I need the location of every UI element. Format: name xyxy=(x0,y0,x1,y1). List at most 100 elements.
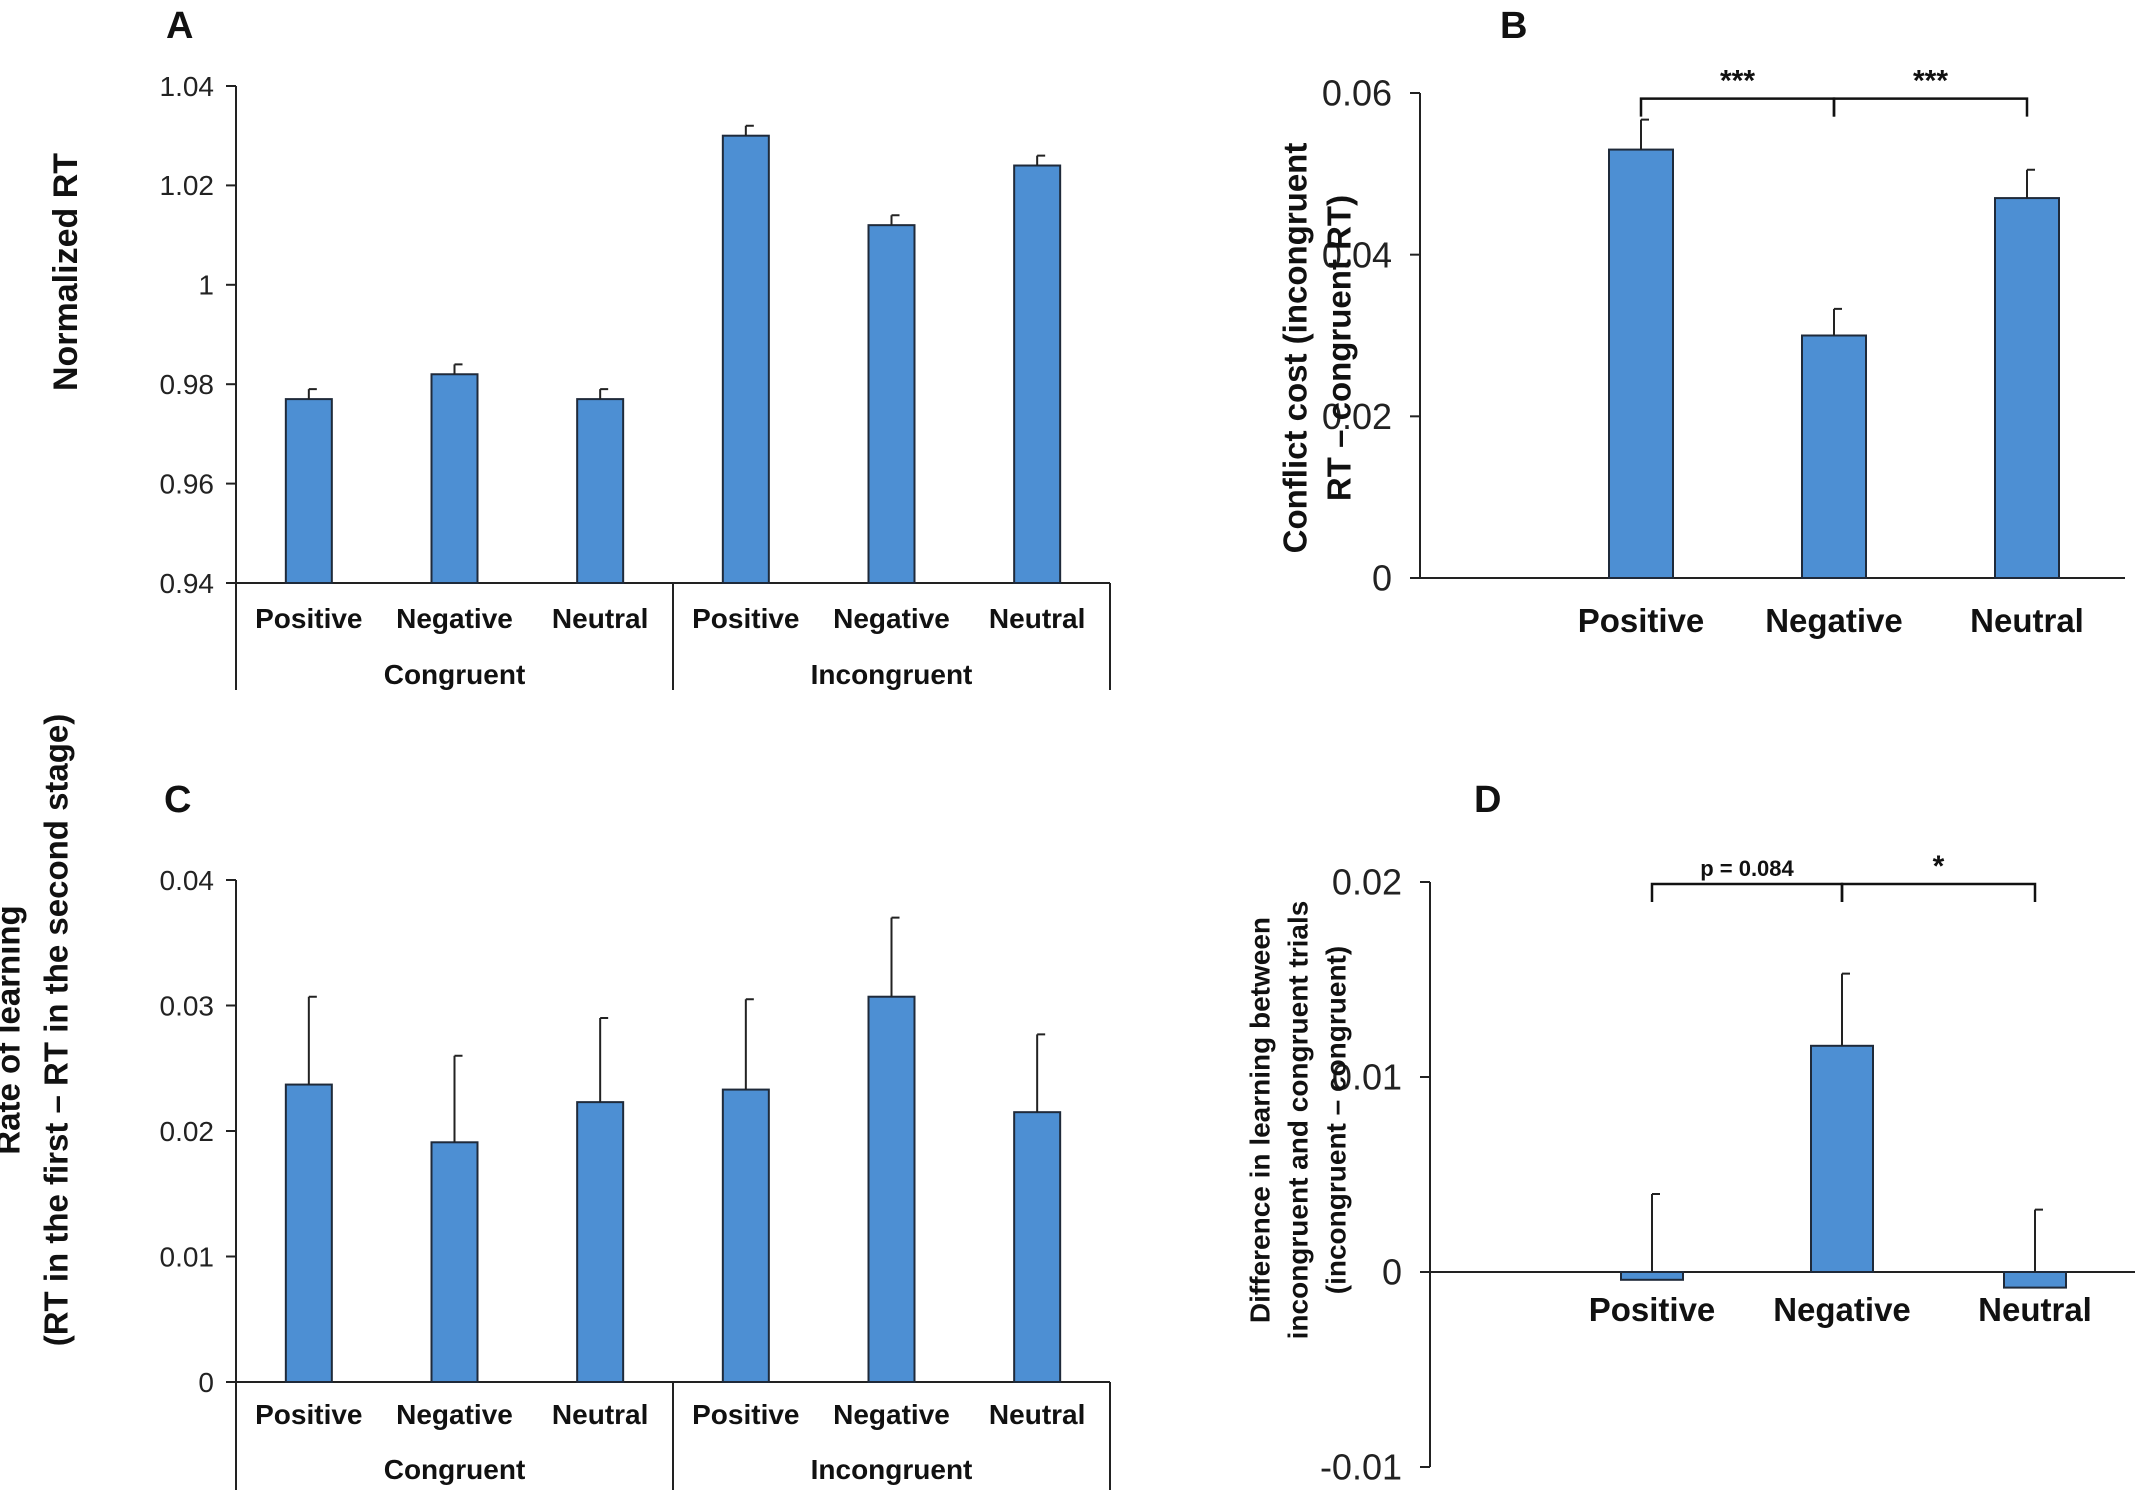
y-tick-label: 0 xyxy=(198,1367,214,1398)
bar xyxy=(867,995,916,1384)
y-tick-label: 0.01 xyxy=(160,1241,215,1272)
y-tick-label: 0.02 xyxy=(1332,862,1402,903)
bar xyxy=(1810,1044,1874,1274)
category-label: Neutral xyxy=(989,1399,1085,1430)
error-bar xyxy=(890,214,900,226)
bar xyxy=(284,1083,333,1383)
y-axis-label: (RT in the first – RT in the second stag… xyxy=(38,714,75,1347)
category-label: Neutral xyxy=(1970,602,2084,639)
y-tick-label: 0.04 xyxy=(1322,234,1392,275)
significance-label: *** xyxy=(1720,65,1755,98)
error-bar xyxy=(890,916,900,997)
significance-bracket xyxy=(1832,97,2029,117)
panel-a: A 0.94 0.96 0.98 1 1.02 1.04 Positive Negative N… xyxy=(47,5,1111,690)
category-label: Negative xyxy=(396,603,513,634)
y-tick-label: 0.03 xyxy=(160,990,215,1021)
error-bar xyxy=(1036,154,1046,166)
error-bar xyxy=(1841,972,1850,1046)
y-tick-label: 0.02 xyxy=(1322,396,1392,437)
group-label: Congruent xyxy=(384,659,526,690)
y-tick-label: 1.04 xyxy=(160,71,215,102)
category-label: Negative xyxy=(1773,1291,1911,1328)
y-tick-label: 0.96 xyxy=(160,468,215,499)
category-label: Negative xyxy=(833,603,950,634)
y-tick-label: 0.06 xyxy=(1322,73,1392,114)
error-bar xyxy=(1833,307,1842,336)
bar xyxy=(721,134,770,584)
y-tick-label: 0 xyxy=(1372,558,1392,599)
error-bar xyxy=(1036,1033,1046,1113)
y-tick-label: 0.02 xyxy=(160,1116,215,1147)
error-bar xyxy=(599,388,609,400)
category-label: Positive xyxy=(1578,602,1705,639)
category-label: Positive xyxy=(692,1399,799,1430)
category-label: Positive xyxy=(692,603,799,634)
category-label: Positive xyxy=(1589,1291,1716,1328)
category-label: Positive xyxy=(255,1399,362,1430)
y-tick-label: 0.98 xyxy=(160,369,215,400)
panel-c: C 0 0.01 0.02 0.03 0.04 Positive Negative Neutr… xyxy=(0,714,1111,1490)
y-tick-label: -0.01 xyxy=(1320,1447,1402,1488)
error-bar xyxy=(453,1054,463,1143)
y-tick-label: 0.01 xyxy=(1332,1057,1402,1098)
y-axis-label: Difference in learning between xyxy=(1244,917,1275,1323)
panel-letter-b: B xyxy=(1500,5,1527,47)
significance-bracket xyxy=(1650,882,1844,902)
panel-letter-d: D xyxy=(1474,779,1501,821)
bar xyxy=(1994,197,2060,579)
group-label: Congruent xyxy=(384,1454,526,1485)
bar xyxy=(1013,164,1062,585)
category-label: Neutral xyxy=(1978,1291,2092,1328)
category-label: Negative xyxy=(1765,602,1903,639)
error-bar xyxy=(744,124,754,136)
bar xyxy=(1620,1271,1684,1281)
bar xyxy=(1608,148,1674,579)
category-label: Negative xyxy=(833,1399,950,1430)
y-tick-label: 0 xyxy=(1382,1252,1402,1293)
bar xyxy=(1801,334,1867,579)
error-bar xyxy=(2026,168,2035,199)
error-bar xyxy=(599,1017,609,1103)
panel-b: B 0 0.02 0.04 0.06 Positive Negative Neutral **… xyxy=(1277,5,2125,639)
bar xyxy=(721,1088,770,1383)
group-label: Incongruent xyxy=(811,1454,973,1485)
y-axis-label: RT – congruent RT) xyxy=(1321,195,1358,501)
panel-letter-c: C xyxy=(164,779,191,821)
significance-bracket xyxy=(1840,882,2037,902)
error-bar xyxy=(1640,118,1649,150)
panel-d: D -0.01 0 0.01 0.02 Positive Negative Neutral p… xyxy=(1244,779,2135,1488)
panel-letter-a: A xyxy=(166,5,193,47)
error-bar xyxy=(1651,1193,1660,1272)
y-axis-label: Normalized RT xyxy=(47,153,85,391)
bar xyxy=(430,373,479,585)
bar xyxy=(576,398,625,584)
y-tick-label: 0.04 xyxy=(160,865,215,896)
bar xyxy=(430,1141,479,1384)
bar xyxy=(2003,1271,2067,1289)
y-tick-label: 1 xyxy=(198,270,214,301)
error-bar xyxy=(2034,1208,2043,1272)
bar xyxy=(284,398,333,584)
bar xyxy=(576,1101,625,1383)
y-tick-label: 1.02 xyxy=(160,170,215,201)
bar xyxy=(1013,1111,1062,1384)
group-label: Incongruent xyxy=(811,659,973,690)
y-axis-label: Conflict cost (incongruent xyxy=(1277,143,1314,554)
error-bar xyxy=(744,998,754,1090)
error-bar xyxy=(307,995,317,1085)
significance-label: * xyxy=(1933,850,1945,883)
significance-bracket xyxy=(1639,97,1836,117)
significance-label: *** xyxy=(1913,65,1948,98)
y-axis-label: Rate of learning xyxy=(0,905,27,1154)
category-label: Neutral xyxy=(989,603,1085,634)
significance-label: p = 0.084 xyxy=(1700,856,1794,881)
category-label: Neutral xyxy=(552,603,648,634)
category-label: Positive xyxy=(255,603,362,634)
y-axis-label: incongruent and congruent trials xyxy=(1282,901,1313,1340)
error-bar xyxy=(307,388,317,400)
bar xyxy=(867,224,916,584)
error-bar xyxy=(453,363,463,375)
y-axis-label: (incongruent – congruent) xyxy=(1320,946,1351,1294)
y-tick-label: 0.94 xyxy=(160,568,215,599)
